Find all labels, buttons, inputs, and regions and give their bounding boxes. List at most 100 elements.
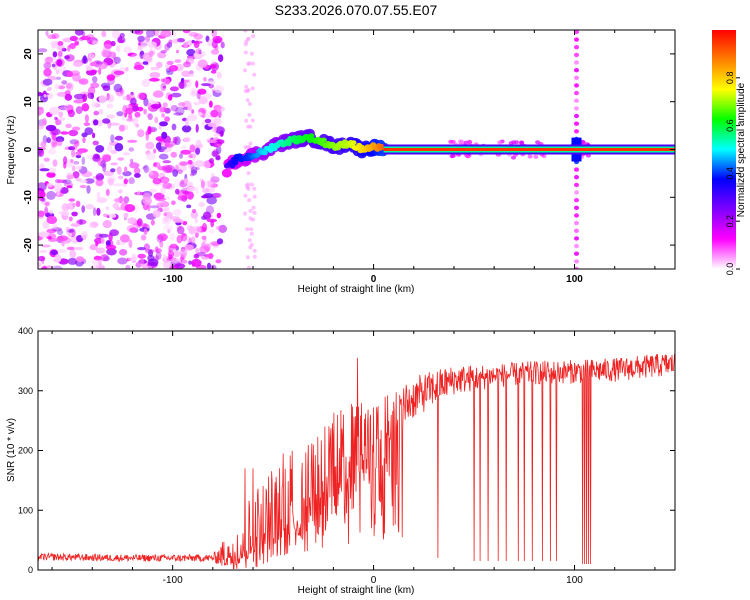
noise-blob [38, 182, 47, 191]
noise-blob [172, 208, 182, 216]
noise-blob [170, 104, 179, 112]
noise-blob [157, 51, 167, 59]
noise-blob [182, 30, 191, 34]
noise-blob [98, 108, 104, 115]
noise-blob [243, 30, 248, 33]
noise-blob [41, 197, 46, 202]
noise-blob [137, 129, 145, 138]
noise-blob [42, 78, 53, 86]
noise-blob [56, 91, 68, 97]
ridge-blob [335, 145, 341, 151]
noise-blob [147, 125, 152, 135]
colorbar-ticks: 0.0 0.2 0.4 0.6 0.8 [725, 72, 740, 276]
noise-blob [213, 104, 222, 111]
vertical-line-blob [574, 83, 579, 88]
noise-blob [79, 219, 83, 225]
noise-blob [244, 118, 249, 123]
noise-blob [87, 92, 95, 99]
x-tick-label: 100 [566, 274, 583, 285]
noise-blob [103, 213, 109, 218]
noise-blob [186, 181, 194, 187]
noise-blob [246, 265, 251, 269]
ridge-halo [221, 168, 232, 178]
noise-blob [201, 195, 209, 199]
noise-blob [187, 191, 194, 200]
noise-blob [153, 30, 160, 37]
noise-blob [154, 246, 159, 253]
noise-blob [180, 233, 188, 242]
noise-blob [43, 157, 50, 162]
noise-blob [215, 139, 225, 145]
noise-blob [105, 188, 110, 197]
noise-blob [127, 217, 137, 225]
snr-x-axis-label: Height of straight line (km) [298, 585, 415, 596]
noise-blob [180, 178, 185, 185]
noise-blob [62, 210, 70, 217]
noise-blob [122, 152, 131, 156]
vertical-line-blob [574, 228, 579, 233]
noise-blob [168, 250, 174, 258]
noise-blob [52, 61, 58, 70]
colorbar-tick-label: 0.8 [725, 72, 735, 85]
noise-blob [133, 167, 141, 175]
noise-blob [213, 133, 221, 137]
ridge-blob [320, 137, 327, 143]
noise-blob [182, 235, 192, 244]
noise-blob [68, 216, 73, 222]
noise-blob [173, 218, 184, 223]
noise-blob [84, 127, 94, 135]
noise-blob [123, 212, 129, 218]
noise-blob [252, 254, 257, 259]
noise-blob [114, 143, 124, 152]
noise-blob [38, 48, 48, 53]
noise-blob [148, 249, 153, 257]
noise-blob [191, 89, 196, 96]
noise-blob [69, 249, 77, 259]
noise-blob [74, 246, 84, 251]
y-tick-label: 0 [28, 565, 33, 575]
noise-blob [75, 151, 83, 155]
noise-blob [95, 61, 104, 65]
y-tick-label: -10 [23, 190, 34, 205]
noise-blob [246, 62, 251, 66]
colorbar-tick-label: 0.0 [725, 263, 735, 276]
spectrogram-x-axis-label: Height of straight line (km) [298, 284, 415, 295]
noise-blob [56, 138, 63, 147]
noise-blob [190, 169, 197, 176]
x-tick-label: -100 [163, 575, 183, 586]
noise-blob [38, 142, 42, 147]
noise-blob [45, 30, 49, 36]
noise-blob [113, 56, 121, 64]
noise-blob [102, 44, 113, 49]
noise-blob [93, 119, 99, 126]
noise-blob [74, 140, 80, 147]
noise-blob [102, 118, 111, 124]
noise-blob [205, 205, 215, 215]
noise-blob [109, 122, 120, 126]
noise-blob [209, 158, 214, 164]
noise-blob [121, 112, 126, 121]
noise-blob [175, 188, 180, 195]
noise-blob [110, 40, 116, 47]
noise-blob [147, 258, 159, 267]
noise-blob [52, 141, 58, 148]
noise-blob [129, 158, 134, 164]
vertical-line-blob [574, 213, 579, 218]
noise-blob [123, 196, 130, 204]
noise-blob [100, 254, 109, 262]
noise-blob [193, 253, 200, 259]
noise-blob [145, 56, 153, 62]
noise-blob [157, 233, 168, 241]
noise-blob [96, 191, 101, 199]
noise-blob [134, 111, 141, 118]
fringe-blob [450, 139, 456, 144]
noise-blob [211, 150, 218, 157]
noise-blob [179, 161, 189, 166]
noise-blob [143, 108, 147, 115]
noise-blob [81, 103, 90, 112]
x-tick-label: 100 [566, 575, 583, 586]
noise-blob [153, 162, 157, 167]
noise-blob [174, 179, 184, 188]
colorbar-tick-label: 0.2 [725, 215, 735, 228]
